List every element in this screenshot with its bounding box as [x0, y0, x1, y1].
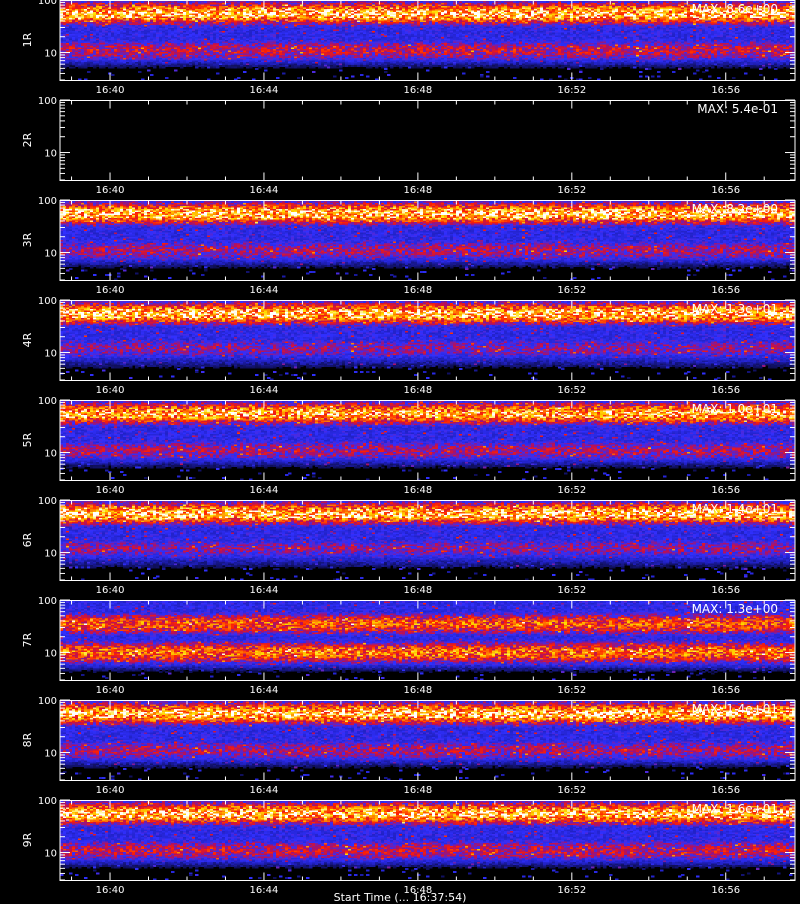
heatmap-1R [60, 0, 795, 80]
